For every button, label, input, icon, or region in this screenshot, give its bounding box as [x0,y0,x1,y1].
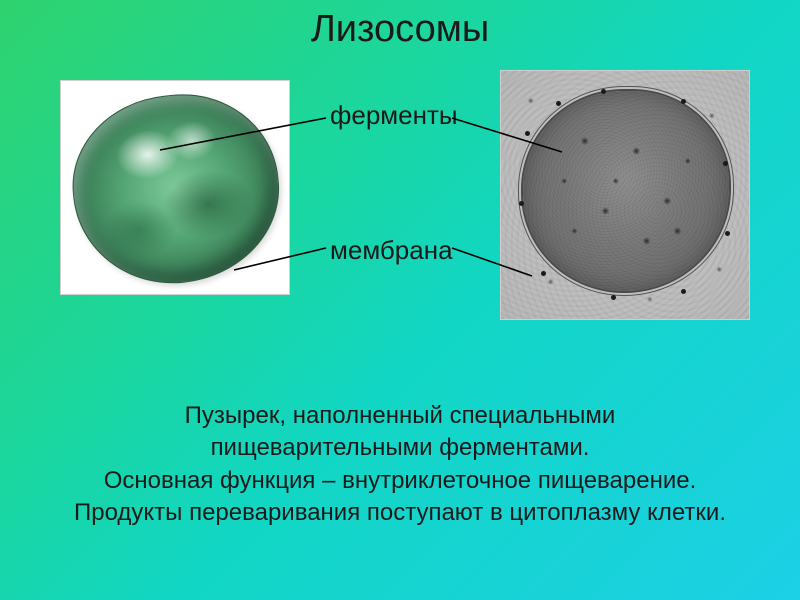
desc-line: Продукты переваривания поступают в цитоп… [40,497,760,529]
em-dot [681,99,686,104]
desc-line: пищеварительными ферментами. [40,432,760,464]
em-dot [556,101,561,106]
em-dot [601,89,606,94]
micrograph-frame [500,70,750,320]
desc-line: Основная функция – внутриклеточное пищев… [40,465,760,497]
page-title: Лизосомы [0,0,800,51]
em-dot [525,131,530,136]
lysosome-illustration [64,85,289,294]
lysosome-micrograph [523,91,729,291]
em-dot [611,295,616,300]
em-dot [725,231,730,236]
em-dot [681,289,686,294]
label-membrane: мембрана [330,235,453,266]
em-dot [723,161,728,166]
label-enzymes: ферменты [330,100,458,131]
description-block: Пузырек, наполненный специальными пищева… [0,400,800,530]
em-dot [519,201,524,206]
illustration-frame [60,80,290,295]
figure-row: ферменты мембрана [0,70,800,370]
desc-line: Пузырек, наполненный специальными [40,400,760,432]
em-dot [541,271,546,276]
